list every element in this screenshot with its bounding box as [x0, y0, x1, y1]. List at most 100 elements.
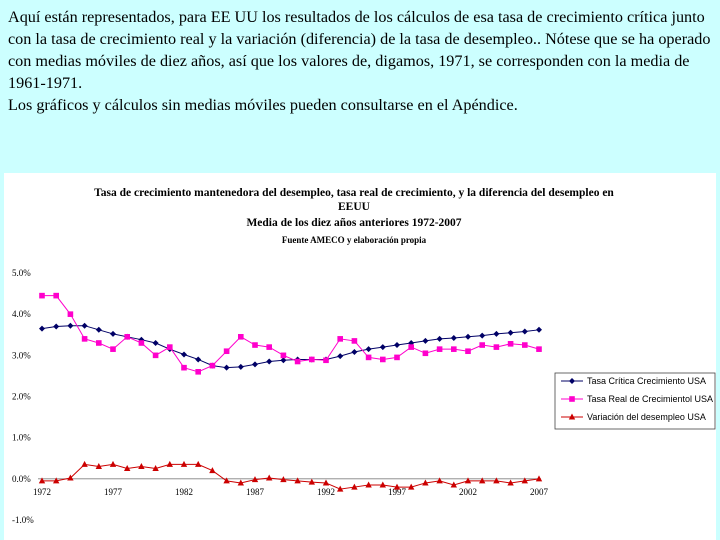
- x-axis: 1972 1977 1982 1987 1992 1997 2002 2007: [33, 478, 549, 497]
- data-point: [124, 465, 131, 472]
- data-point: [522, 342, 528, 348]
- y-axis: 5.0% 4.0% 3.0% 2.0% 1.0% 0.0% -1.0%: [12, 268, 34, 525]
- data-point: [294, 358, 301, 365]
- data-point: [223, 348, 230, 355]
- data-point: [535, 475, 543, 482]
- data-point: [181, 364, 187, 371]
- data-point: [266, 358, 273, 365]
- data-point: [507, 341, 514, 347]
- data-point: [138, 340, 145, 346]
- y-tick-label: 1.0%: [12, 433, 31, 443]
- intro-paragraph-1: Aquí están representados, para EE UU los…: [8, 8, 711, 92]
- data-point: [379, 344, 386, 351]
- chart-panel: Tasa de crecimiento mantenedora del dese…: [4, 173, 716, 540]
- intro-paragraph-2: Los gráficos y cálculos sin medias móvil…: [8, 96, 518, 114]
- chart-title-line-1: Tasa de crecimiento mantenedora del dese…: [94, 187, 614, 199]
- data-point: [252, 342, 258, 348]
- data-point: [223, 364, 230, 371]
- data-point: [394, 354, 400, 361]
- data-point: [507, 479, 514, 486]
- x-tick-label: 2002: [459, 487, 477, 497]
- data-point: [138, 462, 145, 469]
- data-point: [195, 356, 202, 363]
- data-point: [81, 336, 88, 342]
- data-point: [337, 336, 343, 342]
- data-point: [110, 346, 116, 352]
- y-tick-label: -1.0%: [12, 515, 34, 525]
- data-point: [167, 344, 173, 350]
- data-point: [536, 326, 542, 333]
- data-point: [365, 481, 372, 488]
- series-line-3: [42, 463, 540, 490]
- data-point: [422, 337, 429, 344]
- data-point: [479, 477, 486, 484]
- data-point: [337, 485, 344, 492]
- x-tick-label: 1997: [388, 487, 407, 497]
- x-tick-label: 2007: [530, 487, 549, 497]
- data-point: [521, 328, 528, 335]
- data-point: [152, 352, 159, 359]
- x-tick-label: 1992: [317, 487, 335, 497]
- data-point: [152, 339, 159, 346]
- data-point: [96, 340, 102, 346]
- data-point: [479, 342, 485, 348]
- data-point: [266, 344, 272, 350]
- data-point: [308, 478, 315, 485]
- data-point: [351, 483, 358, 490]
- y-tick-label: 4.0%: [12, 309, 31, 319]
- x-tick-label: 1977: [104, 487, 123, 497]
- data-point: [464, 477, 472, 484]
- data-point: [124, 334, 130, 340]
- data-point: [251, 476, 259, 483]
- data-point: [393, 483, 401, 490]
- data-point: [81, 460, 88, 467]
- data-point: [465, 333, 471, 340]
- data-point: [53, 323, 60, 330]
- data-point: [252, 361, 258, 368]
- x-tick-label: 1987: [246, 487, 265, 497]
- data-point: [280, 352, 287, 359]
- chart-title-line-3: Media de los diez años anteriores 1972-2…: [246, 217, 461, 229]
- data-point: [180, 460, 188, 467]
- data-point: [365, 346, 372, 353]
- data-point: [351, 338, 358, 344]
- legend-label: Tasa Real de Crecimientol USA: [587, 394, 713, 404]
- data-point: [351, 349, 358, 356]
- data-point: [436, 335, 443, 342]
- data-point: [493, 330, 500, 337]
- y-tick-label: 5.0%: [12, 268, 31, 278]
- data-point: [67, 311, 74, 317]
- data-point: [465, 348, 471, 355]
- data-point: [266, 474, 273, 481]
- data-point: [209, 362, 216, 369]
- data-point: [436, 346, 443, 352]
- data-point: [536, 346, 542, 352]
- y-tick-label: 2.0%: [12, 392, 31, 402]
- data-point: [507, 329, 514, 336]
- data-point: [294, 477, 301, 484]
- data-point: [181, 351, 187, 358]
- data-point: [379, 481, 386, 488]
- data-point: [408, 483, 415, 490]
- data-point: [280, 357, 287, 364]
- data-point: [223, 477, 230, 484]
- data-point: [280, 476, 287, 483]
- legend-marker: [569, 378, 575, 384]
- data-point: [195, 460, 202, 467]
- legend-marker: [569, 396, 575, 402]
- data-point: [67, 474, 74, 481]
- data-point: [422, 350, 429, 357]
- data-point: [95, 326, 102, 333]
- legend-marker: [568, 413, 576, 420]
- data-point: [67, 322, 74, 329]
- data-point: [110, 330, 116, 337]
- data-point: [109, 460, 117, 467]
- data-point: [53, 477, 60, 484]
- data-point: [394, 342, 400, 349]
- legend: Tasa Crítica Crecimiento USA Tasa Real de…: [554, 372, 716, 430]
- data-point: [237, 479, 244, 486]
- series-line-2: [42, 295, 540, 373]
- y-tick-label: 0.0%: [12, 474, 31, 484]
- data-point: [309, 356, 315, 363]
- data-point: [422, 479, 429, 486]
